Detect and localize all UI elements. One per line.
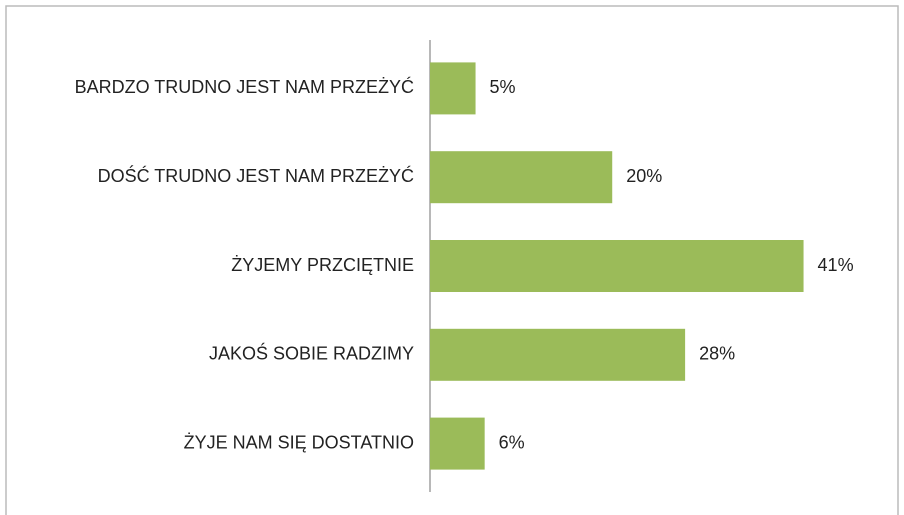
chart-frame: [5, 5, 899, 515]
y-tick-label: ŻYJEMY PRZCIĘTNIE: [231, 255, 414, 275]
data-label: 28%: [699, 344, 735, 364]
y-tick-label: JAKOŚ SOBIE RADZIMY: [209, 343, 414, 364]
data-label: 41%: [818, 255, 854, 275]
bar: [430, 62, 476, 115]
bar: [430, 240, 804, 292]
data-label: 6%: [499, 432, 525, 452]
data-label: 20%: [626, 166, 662, 186]
y-tick-label: ŻYJE NAM SIĘ DOSTATNIO: [184, 432, 414, 452]
y-tick-label: BARDZO TRUDNO JEST NAM PRZEŻYĆ: [75, 76, 414, 97]
bar: [430, 328, 686, 381]
bar: [430, 151, 613, 204]
y-tick-label: DOŚĆ TRUDNO JEST NAM PRZEŻYĆ: [98, 165, 414, 186]
data-label: 5%: [490, 77, 516, 97]
bar: [430, 417, 485, 470]
